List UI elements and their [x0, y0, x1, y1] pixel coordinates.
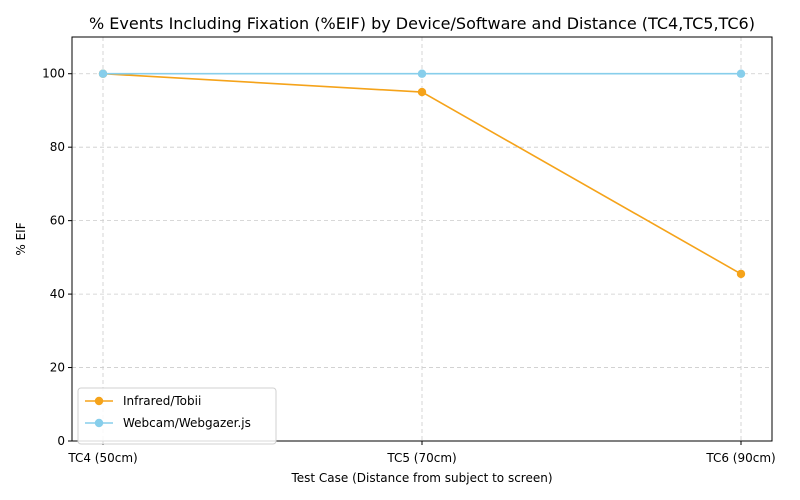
y-tick-label: 100 [42, 67, 65, 81]
series-1 [98, 69, 746, 78]
series-layer [98, 69, 746, 279]
chart-title: % Events Including Fixation (%EIF) by De… [89, 14, 755, 33]
data-point [736, 69, 746, 78]
y-axis-ticks: 0 20 40 60 80 100 [42, 67, 72, 448]
x-axis-label: Test Case (Distance from subject to scre… [290, 471, 552, 485]
legend-label: Infrared/Tobii [123, 394, 201, 408]
y-tick-label: 0 [57, 434, 65, 448]
y-tick-label: 80 [50, 140, 65, 154]
legend-swatch-marker [94, 418, 104, 428]
data-point [736, 269, 746, 279]
x-tick-label: TC6 (90cm) [705, 451, 775, 465]
legend-label: Webcam/Webgazer.js [123, 416, 251, 430]
grid [72, 37, 772, 442]
y-tick-label: 20 [50, 361, 65, 375]
data-point [98, 69, 108, 78]
x-axis-ticks: TC4 (50cm) TC5 (70cm) TC6 (90cm) [67, 441, 776, 465]
x-tick-label: TC4 (50cm) [67, 451, 137, 465]
y-axis-label: % EIF [14, 222, 28, 255]
y-tick-label: 40 [50, 287, 65, 301]
legend-item: Webcam/Webgazer.js [85, 416, 251, 430]
y-tick-label: 60 [50, 214, 65, 228]
legend: Infrared/Tobii Webcam/Webgazer.js [77, 387, 277, 445]
x-tick-label: TC5 (70cm) [386, 451, 456, 465]
legend-box [77, 387, 277, 445]
legend-item: Infrared/Tobii [85, 394, 201, 408]
legend-swatch-marker [94, 396, 104, 406]
data-point [417, 87, 427, 97]
data-point [417, 69, 427, 78]
